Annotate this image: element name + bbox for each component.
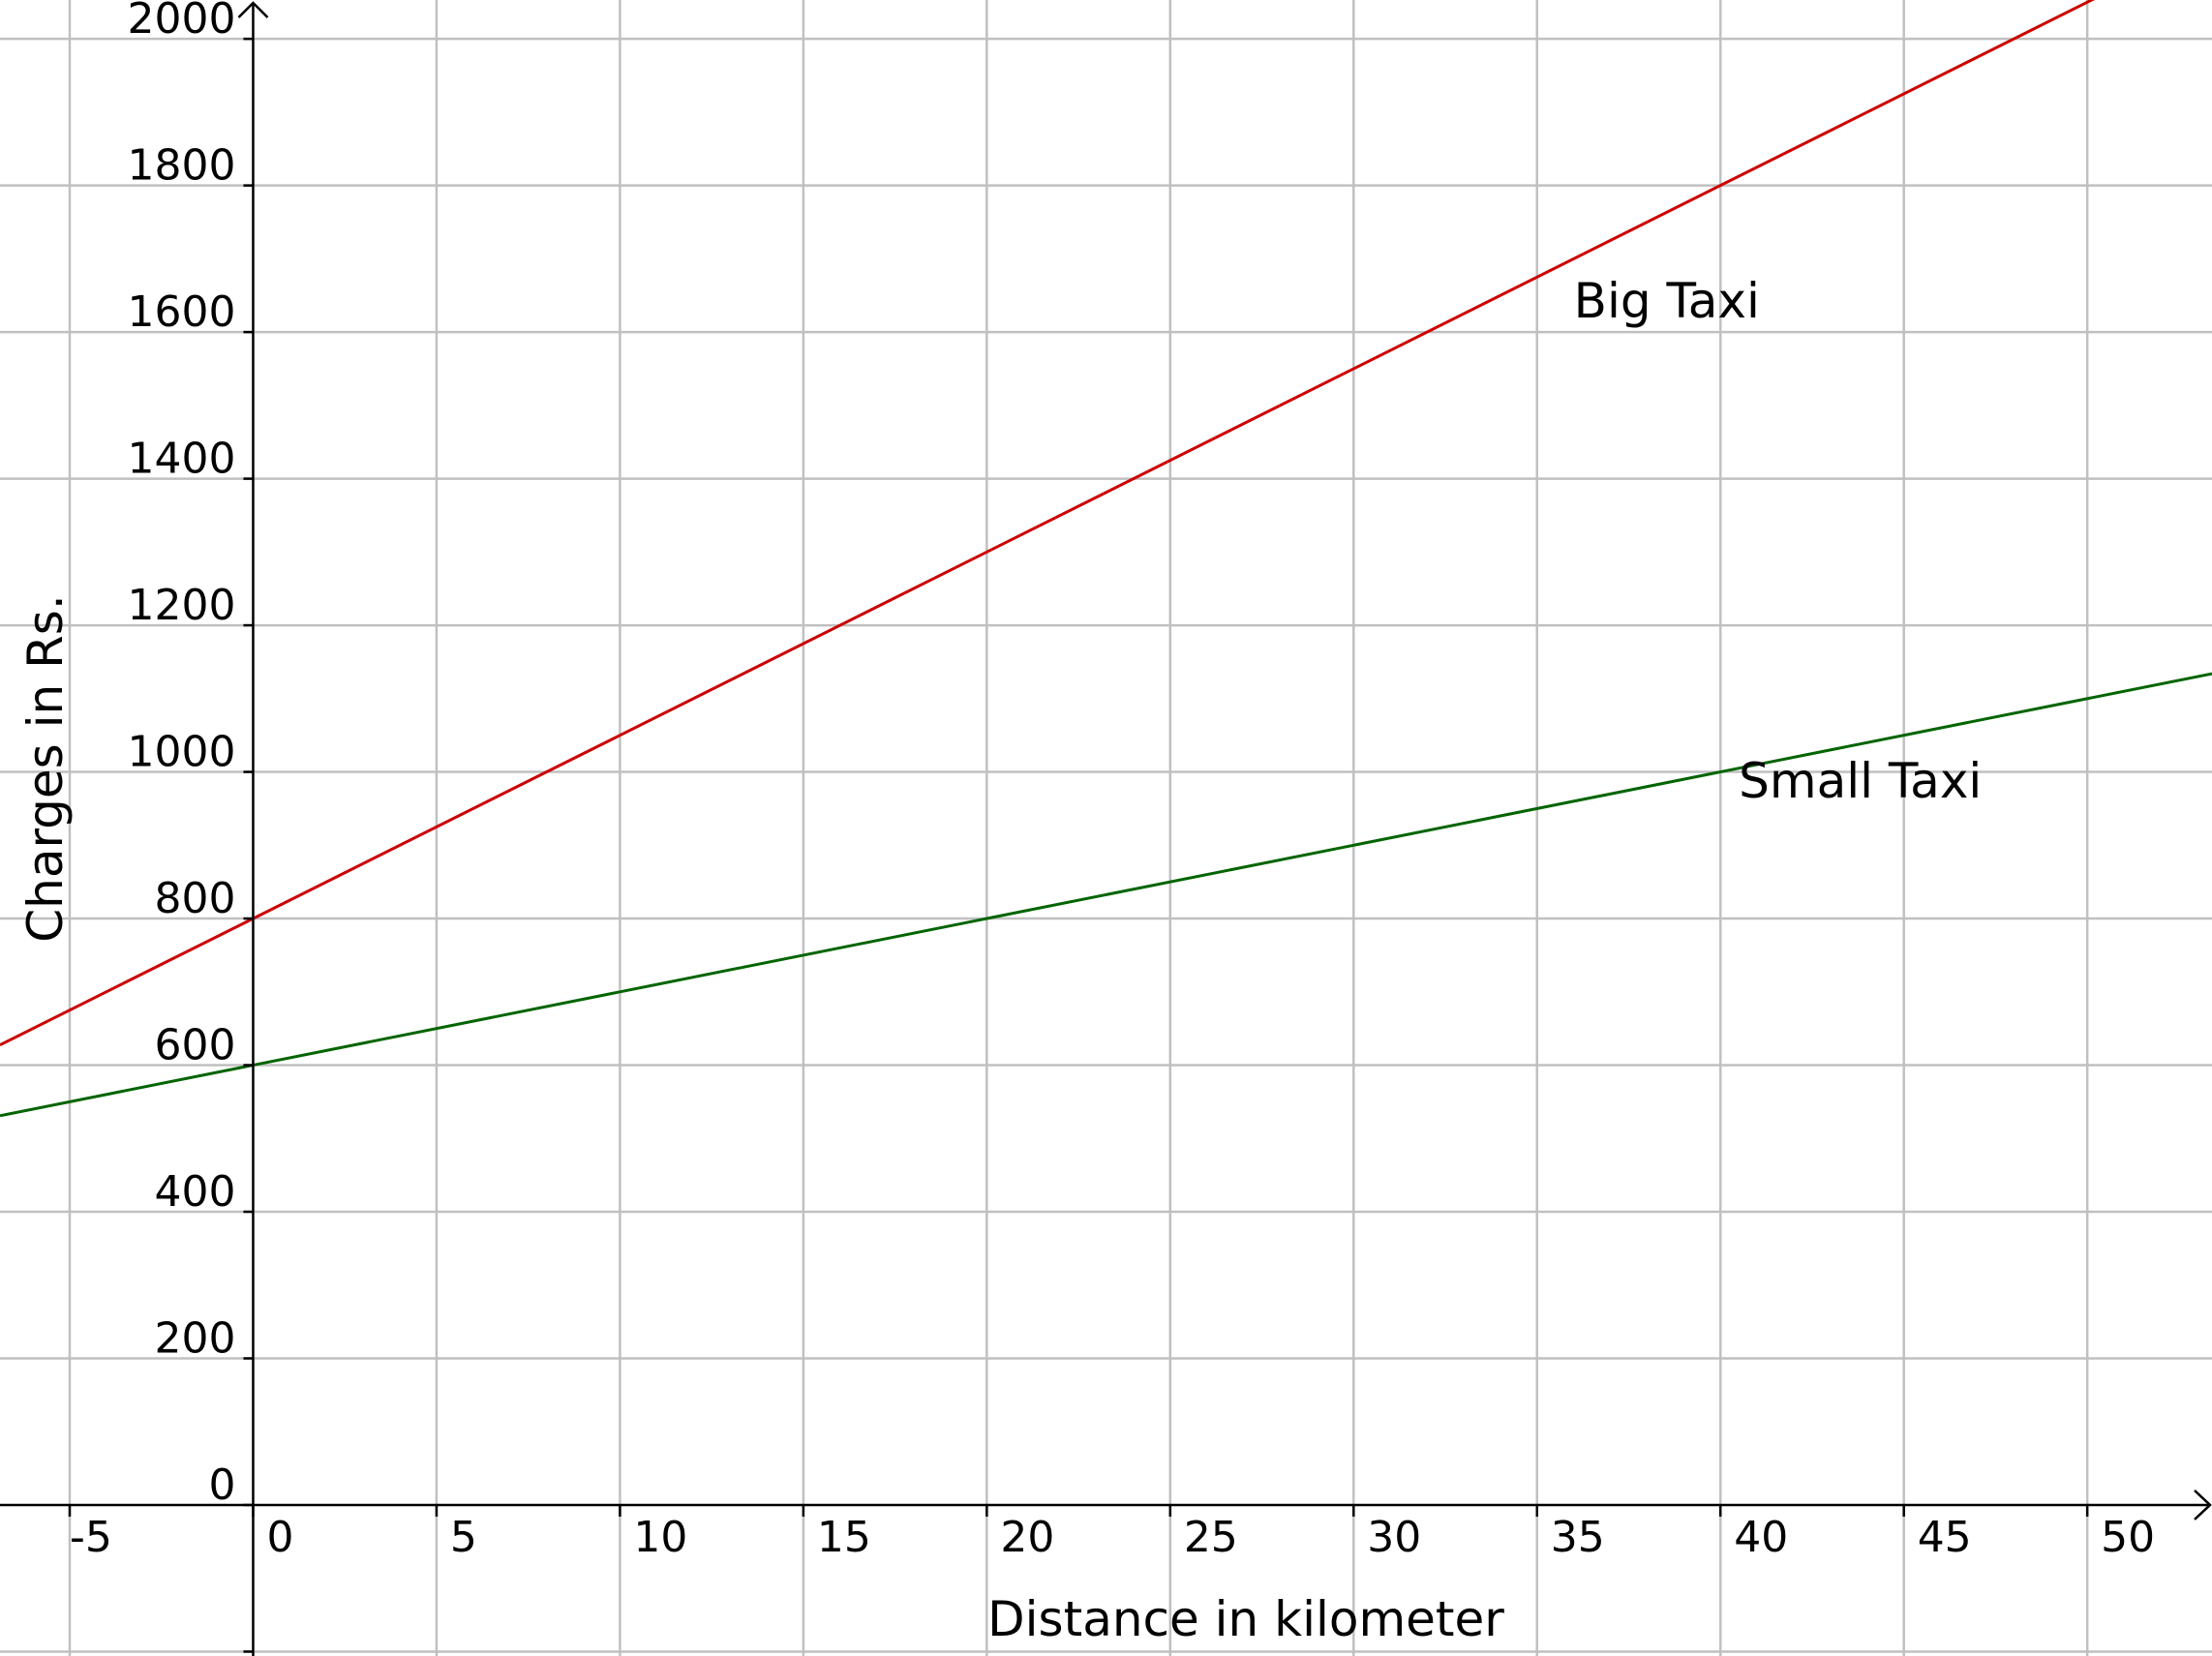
series-label: Small Taxi: [1739, 753, 1982, 809]
y-tick-label: 800: [154, 874, 235, 923]
y-tick-label: 400: [154, 1167, 235, 1217]
x-tick-label: 15: [817, 1513, 871, 1562]
y-tick-label: 1400: [127, 435, 235, 484]
y-tick-label: 1000: [127, 728, 235, 777]
x-tick-label: 40: [1734, 1513, 1788, 1562]
x-tick-label: 0: [266, 1513, 293, 1562]
series-lines: [0, 0, 2212, 1118]
x-tick-label: 50: [2101, 1513, 2155, 1562]
y-tick-label: 200: [154, 1313, 235, 1363]
y-tick-label: 2000: [127, 0, 235, 44]
series-line-small-taxi: [0, 672, 2212, 1118]
y-tick-label: 0: [208, 1460, 235, 1510]
x-tick-label: -5: [70, 1513, 112, 1562]
series-label: Big Taxi: [1574, 273, 1760, 329]
x-axis-arrow-icon: [2194, 1490, 2212, 1521]
x-tick-label: 30: [1367, 1513, 1421, 1562]
x-tick-label: 45: [1918, 1513, 1972, 1562]
y-tick-label: 600: [154, 1021, 235, 1070]
x-axis-label: Distance in kilometer: [987, 1591, 1504, 1647]
x-tick-label: 5: [450, 1513, 477, 1562]
x-tick-label: 10: [633, 1513, 687, 1562]
y-tick-label: 1200: [127, 581, 235, 630]
tick-labels: -5 0 5 10 15 20 25 30 35 40 45 50 0 200 400 600 800 1000 1…: [70, 0, 2155, 1562]
y-axis-label: Charges in Rs.: [17, 594, 74, 943]
x-tick-label: 25: [1184, 1513, 1238, 1562]
y-tick-label: 1800: [127, 141, 235, 191]
x-tick-label: 20: [1000, 1513, 1054, 1562]
series-line-big-taxi: [0, 0, 2096, 1047]
y-tick-label: 1600: [127, 287, 235, 337]
y-axis-arrow-icon: [237, 1, 269, 18]
x-tick-label: 35: [1551, 1513, 1605, 1562]
